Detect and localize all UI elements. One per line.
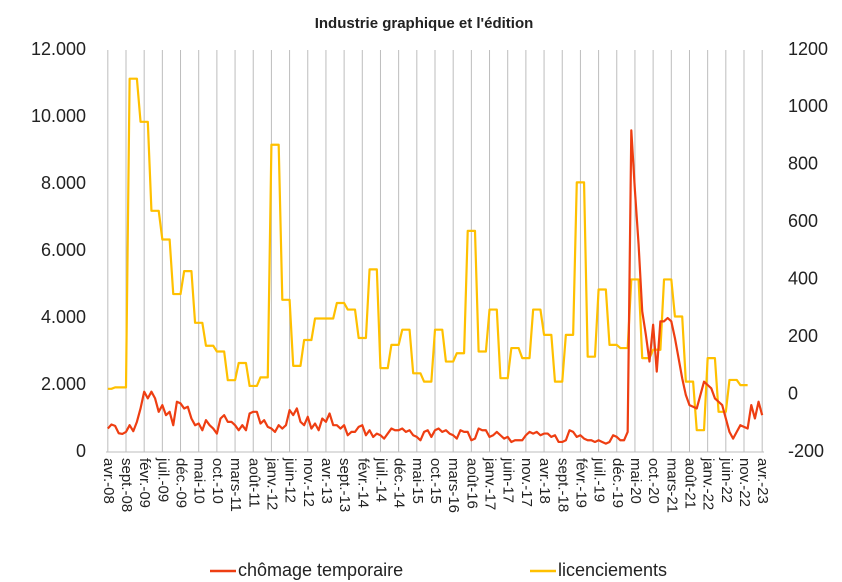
x-tick-label: déc.-14 [391,458,408,508]
x-tick-label: juil.-19 [591,457,608,502]
x-tick-label: janv.-12 [263,457,280,510]
x-tick-label: janv.-22 [700,457,717,510]
x-tick-label: déc.-09 [173,458,190,508]
y-tick-label: 8.000 [41,173,86,193]
legend-label: licenciements [558,560,667,580]
x-tick-label: avr.-23 [754,458,771,504]
legend-label: chômage temporaire [238,560,403,580]
y-tick-label: 0 [76,441,86,461]
x-tick-label: avr.-18 [536,458,553,504]
x-tick-label: oct.-15 [427,458,444,504]
x-tick-label: nov.-12 [300,458,317,507]
y2-tick-label: 0 [788,383,798,403]
x-tick-label: sept.-18 [554,458,571,512]
x-tick-label: nov.-17 [518,458,535,507]
y2-tick-label: 400 [788,268,818,288]
x-tick-label: mai-20 [627,458,644,504]
x-tick-label: févr.-09 [136,458,153,508]
x-tick-label: juin-12 [282,457,299,503]
chart-title: Industrie graphique et l'édition [315,15,534,32]
y-tick-label: 6.000 [41,240,86,260]
x-tick-label: mai-15 [409,458,426,504]
y2-tick-label: -200 [788,441,824,461]
x-tick-label: août-11 [245,458,262,508]
x-tick-label: nov.-22 [736,458,753,507]
x-tick-label: mars-21 [663,458,680,513]
x-tick-label: juil.-09 [154,457,171,502]
x-tick-label: juin-17 [500,457,517,503]
x-tick-label: mai-10 [191,458,208,504]
x-tick-label: déc.-19 [609,458,626,508]
x-tick-label: janv.-17 [482,457,499,510]
x-tick-label: oct.-20 [645,458,662,504]
y2-tick-label: 1000 [788,96,828,116]
x-tick-label: févr.-19 [572,458,589,508]
x-tick-label: avr.-13 [318,458,335,504]
x-tick-label: août-21 [682,458,699,509]
y2-tick-label: 800 [788,154,818,174]
x-tick-label: oct.-10 [209,458,226,504]
x-tick-label: sept.-13 [336,458,353,512]
y-tick-label: 12.000 [31,39,86,59]
y-tick-label: 10.000 [31,106,86,126]
y2-tick-label: 1200 [788,39,828,59]
x-tick-label: août-16 [463,458,480,509]
x-tick-label: mars-16 [445,458,462,513]
x-tick-label: févr.-14 [354,458,371,508]
x-tick-label: juin-22 [718,457,735,503]
y-tick-label: 4.000 [41,307,86,327]
series-line [107,77,748,432]
x-tick-label: sept.-08 [118,458,135,512]
x-tick-label: juil.-14 [373,457,390,502]
x-tick-label: avr.-08 [100,458,117,504]
y-tick-label: 2.000 [41,374,86,394]
series-line [107,129,764,445]
x-tick-label: mars-11 [227,458,244,512]
y2-tick-label: 600 [788,211,818,231]
y2-tick-label: 200 [788,326,818,346]
